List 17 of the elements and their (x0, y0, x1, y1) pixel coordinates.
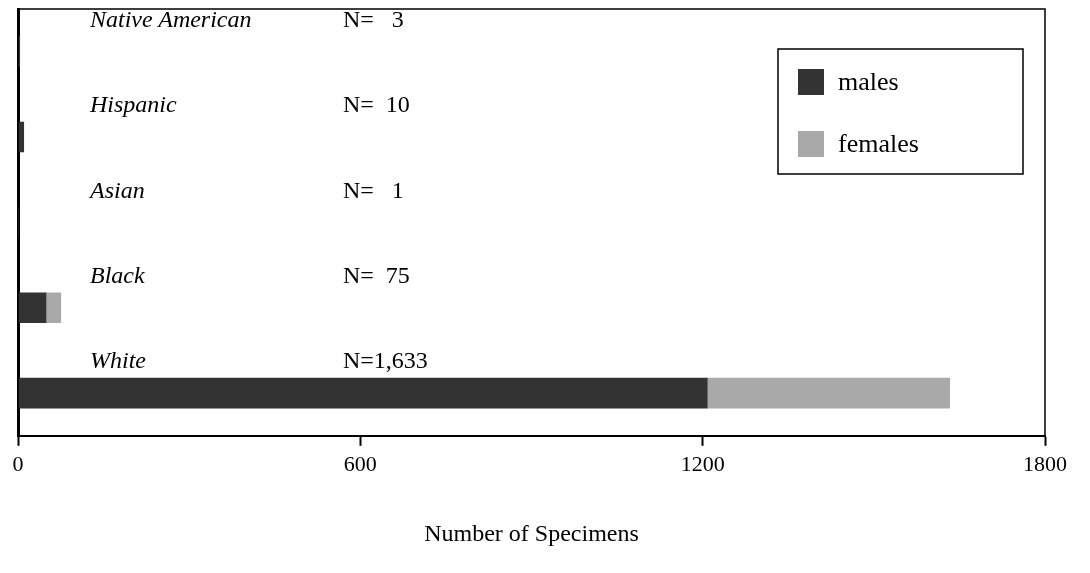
x-axis-title: Number of Specimens (424, 519, 639, 546)
annotation: N= 3 (343, 5, 404, 32)
y-tick-label: White (90, 347, 147, 374)
x-tick-label: 1800 (1023, 450, 1067, 476)
legend-label: females (838, 128, 919, 158)
annotation: N=1,633 (343, 347, 428, 374)
y-tick-label: Native American (89, 5, 252, 32)
y-tick-label: Asian (88, 176, 145, 203)
y-tick-label: Hispanic (89, 91, 178, 118)
annotation: N= 10 (343, 91, 410, 118)
annotation: N= 1 (343, 176, 404, 203)
legend-label: males (838, 66, 899, 96)
x-tick-label: 1200 (680, 450, 725, 476)
annotation: N= 75 (343, 262, 410, 289)
x-tick-label: 600 (343, 450, 377, 476)
y-tick-label: Black (90, 262, 145, 289)
x-tick-label: 0 (12, 450, 24, 476)
